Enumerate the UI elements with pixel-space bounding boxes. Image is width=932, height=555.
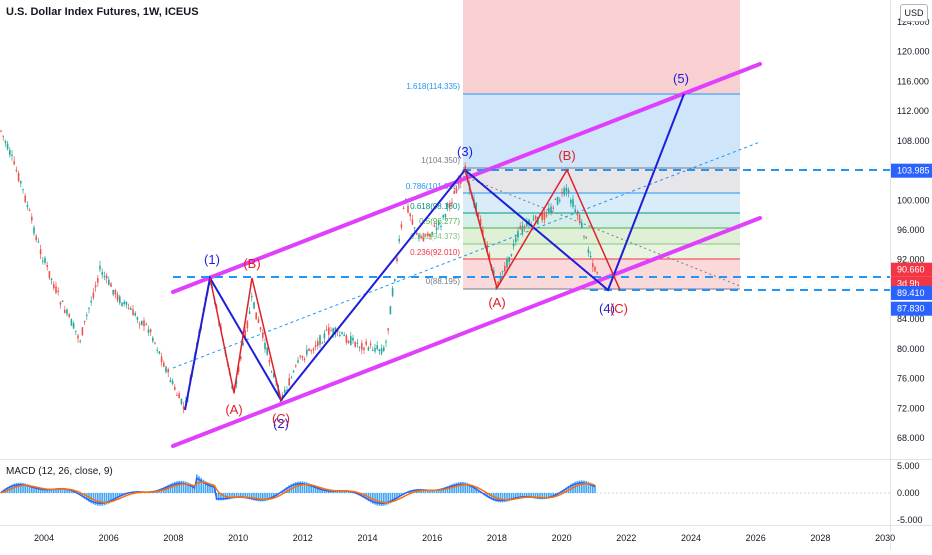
price-label-badge: 89.410 bbox=[891, 286, 932, 300]
price-tick-label: 96.000 bbox=[897, 225, 925, 235]
chart-title: U.S. Dollar Index Futures, 1W, ICEUS bbox=[6, 6, 199, 18]
macd-tick-label: 5.000 bbox=[897, 461, 920, 471]
wave-label-a: (A) bbox=[225, 402, 242, 417]
price-pane bbox=[0, 0, 890, 460]
time-tick-label: 2012 bbox=[293, 533, 313, 543]
macd-axis: 5.000 0.000 -5.000 bbox=[897, 461, 923, 525]
time-tick-label: 2030 bbox=[875, 533, 895, 543]
time-tick-label: 2006 bbox=[99, 533, 119, 543]
fib-band-5 bbox=[463, 213, 740, 228]
macd-indicator-label[interactable]: MACD (12, 26, close, 9) bbox=[6, 466, 113, 477]
fib-level-label: 0(88.195) bbox=[426, 277, 461, 286]
svg-text:87.830: 87.830 bbox=[897, 304, 925, 314]
wave-label-5: (5) bbox=[673, 71, 689, 86]
time-axis[interactable]: 2004 2006 2008 2010 2012 2014 2016 2018 2020 2022… bbox=[34, 533, 895, 543]
svg-text:90.660: 90.660 bbox=[897, 265, 925, 275]
time-tick-label: 2010 bbox=[228, 533, 248, 543]
time-tick-label: 2024 bbox=[681, 533, 701, 543]
fib-level-label: 0.236(92.010) bbox=[410, 248, 460, 257]
wave-label-c: (C) bbox=[272, 411, 290, 426]
macd-tick-label: 0.000 bbox=[897, 488, 920, 498]
svg-text:89.410: 89.410 bbox=[897, 288, 925, 298]
price-tick-label: 72.000 bbox=[897, 403, 925, 413]
price-label-badge: 87.830 bbox=[891, 302, 932, 316]
fib-level-label: 0.382(94.373) bbox=[410, 232, 460, 241]
price-tick-label: 100.000 bbox=[897, 195, 930, 205]
time-tick-label: 2022 bbox=[616, 533, 636, 543]
wave-label-b: (B) bbox=[243, 256, 260, 271]
time-tick-label: 2014 bbox=[357, 533, 377, 543]
fib-band-786 bbox=[463, 168, 740, 193]
svg-text:103.985: 103.985 bbox=[897, 166, 930, 176]
price-axis[interactable]: 124.000120.000116.000112.000108.000104.0… bbox=[897, 17, 930, 443]
wave-label-c: (C) bbox=[610, 301, 628, 316]
time-tick-label: 2004 bbox=[34, 533, 54, 543]
time-tick-label: 2020 bbox=[552, 533, 572, 543]
fib-extension-label: 1.618(114.335) bbox=[406, 82, 460, 91]
price-tick-label: 116.000 bbox=[897, 76, 929, 86]
price-label-badge: 90.660 bbox=[891, 263, 932, 277]
currency-button[interactable]: USD bbox=[900, 4, 928, 22]
price-label-badge: 103.985 bbox=[891, 164, 932, 178]
wave-label-1: (1) bbox=[204, 252, 220, 267]
time-tick-label: 2008 bbox=[163, 533, 183, 543]
time-tick-label: 2026 bbox=[746, 533, 766, 543]
macd-tick-label: -5.000 bbox=[897, 515, 923, 525]
wave-label-b: (B) bbox=[558, 148, 575, 163]
price-tick-label: 80.000 bbox=[897, 344, 925, 354]
price-tick-label: 112.000 bbox=[897, 106, 929, 116]
projection-zone-blue bbox=[463, 94, 740, 168]
projection-zone-red bbox=[463, 0, 740, 94]
time-tick-label: 2028 bbox=[810, 533, 830, 543]
fib-level-label: 1(104.350) bbox=[421, 156, 460, 165]
time-tick-label: 2016 bbox=[422, 533, 442, 543]
price-tick-label: 120.000 bbox=[897, 47, 930, 57]
price-tick-label: 108.000 bbox=[897, 136, 930, 146]
fib-band-236 bbox=[463, 244, 740, 259]
time-tick-label: 2018 bbox=[487, 533, 507, 543]
price-tick-label: 68.000 bbox=[897, 433, 925, 443]
price-tick-label: 76.000 bbox=[897, 374, 925, 384]
wave-label-a: (A) bbox=[488, 295, 505, 310]
wave-label-3: (3) bbox=[457, 144, 473, 159]
